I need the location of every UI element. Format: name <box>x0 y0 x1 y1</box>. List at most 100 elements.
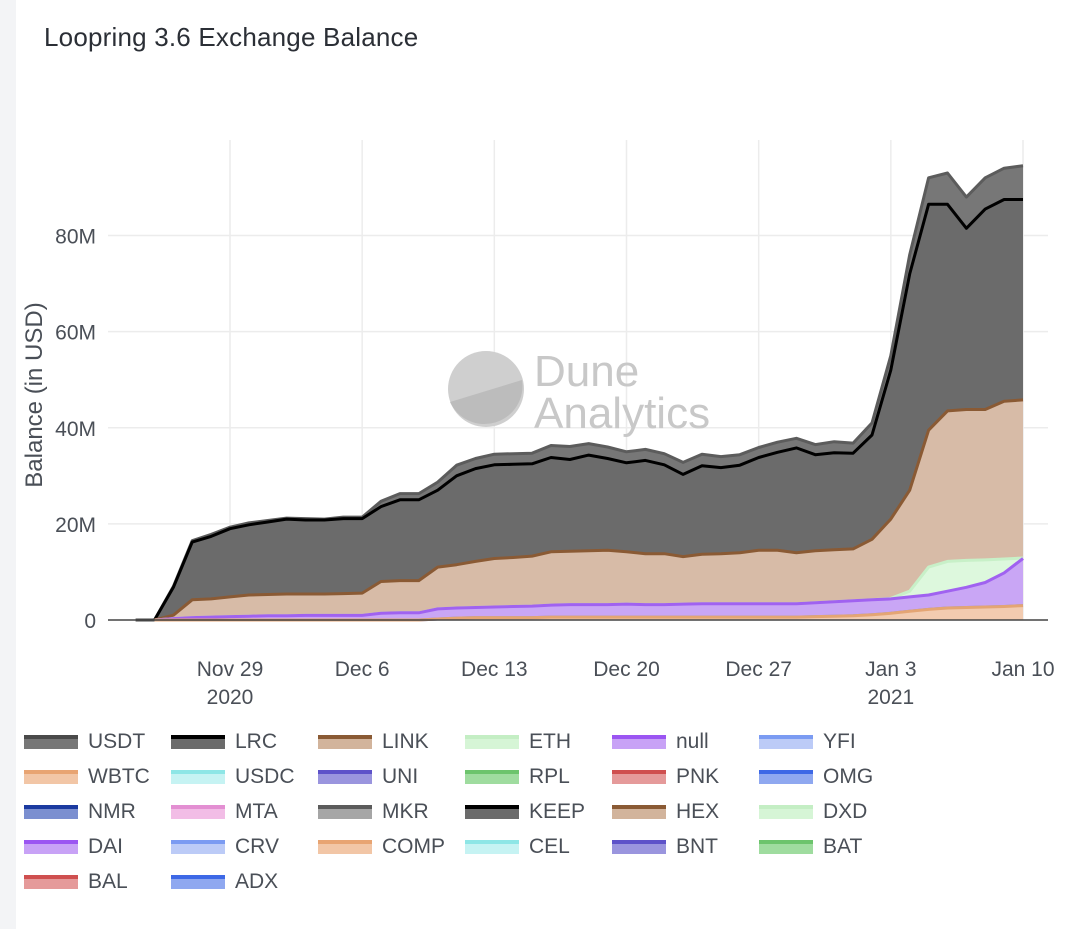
legend-label: BAL <box>88 869 128 893</box>
legend-label: USDC <box>235 764 295 788</box>
legend-item-yfi[interactable]: YFI <box>759 728 906 755</box>
chart-title: Loopring 3.6 Exchange Balance <box>44 22 419 52</box>
legend-item-usdt[interactable]: USDT <box>24 728 171 755</box>
legend-label: null <box>676 729 709 753</box>
chart-legend: USDT LRC LINK ETH null YFI WBTC USDC UNI RPL PNK OM… <box>24 728 1064 895</box>
legend-swatch <box>612 804 666 819</box>
dune-analytics-watermark: Dune Analytics <box>448 347 710 438</box>
legend-label: MKR <box>382 799 429 823</box>
legend-swatch <box>24 839 78 854</box>
legend-label: ADX <box>235 869 279 893</box>
watermark-logo-shade <box>450 380 523 425</box>
legend-swatch <box>612 839 666 854</box>
legend-item-adx[interactable]: ADX <box>171 868 318 895</box>
legend-label: USDT <box>88 729 146 753</box>
watermark-text-line1: Dune <box>534 347 639 396</box>
legend-swatch <box>171 769 225 784</box>
legend-label: COMP <box>382 834 445 858</box>
legend-swatch <box>465 804 519 819</box>
legend-item-lrc[interactable]: LRC <box>171 728 318 755</box>
legend-swatch <box>465 839 519 854</box>
x-tick-sublabel: 2020 <box>207 686 254 709</box>
legend-item-link[interactable]: LINK <box>318 728 465 755</box>
legend-swatch <box>759 839 813 854</box>
line-null <box>154 557 1024 622</box>
x-tick-label: Dec 6 <box>335 658 390 681</box>
legend-item-bal[interactable]: BAL <box>24 868 171 895</box>
legend-item-bat[interactable]: BAT <box>759 833 906 860</box>
legend-item-bnt[interactable]: BNT <box>612 833 759 860</box>
area-link <box>154 399 1023 620</box>
legend-label: DAI <box>88 834 124 858</box>
legend-item-mkr[interactable]: MKR <box>318 798 465 825</box>
y-tick-label: 0 <box>84 610 96 633</box>
legend-item-uni[interactable]: UNI <box>318 763 465 790</box>
legend-swatch <box>24 734 78 749</box>
legend-label: LRC <box>235 729 278 753</box>
legend-swatch <box>612 734 666 749</box>
legend-label: YFI <box>823 729 856 753</box>
legend-label: HEX <box>676 799 720 823</box>
legend-label: KEEP <box>529 799 586 823</box>
x-tick-label: Dec 20 <box>593 658 660 681</box>
legend-label: BNT <box>676 834 718 858</box>
legend-item-comp[interactable]: COMP <box>318 833 465 860</box>
legend-swatch <box>759 734 813 749</box>
legend-swatch <box>759 769 813 784</box>
legend-label: ETH <box>529 729 571 753</box>
legend-item-keep[interactable]: KEEP <box>465 798 612 825</box>
legend-label: DXD <box>823 799 868 823</box>
legend-swatch <box>759 804 813 819</box>
legend-label: NMR <box>88 799 136 823</box>
legend-item-pnk[interactable]: PNK <box>612 763 759 790</box>
axes: 0 20M 40M 60M 80M Nov 29 2020 Dec 6 Dec 13 Dec 20… <box>55 226 1054 710</box>
legend-swatch <box>465 769 519 784</box>
legend-item-hex[interactable]: HEX <box>612 798 759 825</box>
legend-item-null[interactable]: null <box>612 728 759 755</box>
y-tick-label: 80M <box>55 226 96 249</box>
legend-swatch <box>171 839 225 854</box>
legend-item-nmr[interactable]: NMR <box>24 798 171 825</box>
legend-item-wbtc[interactable]: WBTC <box>24 763 171 790</box>
legend-swatch <box>24 804 78 819</box>
legend-label: CRV <box>235 834 279 858</box>
legend-label: WBTC <box>88 764 150 788</box>
legend-item-mta[interactable]: MTA <box>171 798 318 825</box>
legend-item-eth[interactable]: ETH <box>465 728 612 755</box>
area-chart: Dune Analytics 0 20M 40M 60M 80M Nov 29 2020 De… <box>21 140 1055 710</box>
legend-item-rpl[interactable]: RPL <box>465 763 612 790</box>
legend-label: OMG <box>823 764 874 788</box>
line-link <box>154 398 1024 622</box>
legend-item-dxd[interactable]: DXD <box>759 798 906 825</box>
legend-swatch <box>24 769 78 784</box>
legend-swatch <box>612 769 666 784</box>
x-tick-sublabel: 2021 <box>867 686 914 709</box>
y-tick-label: 60M <box>55 322 96 345</box>
y-tick-label: 20M <box>55 514 96 537</box>
legend-label: MTA <box>235 799 278 823</box>
legend-item-omg[interactable]: OMG <box>759 763 906 790</box>
legend-label: UNI <box>382 764 419 788</box>
legend-item-dai[interactable]: DAI <box>24 833 171 860</box>
legend-label: BAT <box>823 834 863 858</box>
legend-swatch <box>318 769 372 784</box>
x-tick-label: Jan 10 <box>991 658 1054 681</box>
y-tick-label: 40M <box>55 418 96 441</box>
legend-swatch <box>171 874 225 889</box>
legend-swatch <box>24 874 78 889</box>
y-axis-label: Balance (in USD) <box>21 302 48 487</box>
watermark-text-line2: Analytics <box>534 389 710 438</box>
legend-item-cel[interactable]: CEL <box>465 833 612 860</box>
legend-label: RPL <box>529 764 570 788</box>
legend-swatch <box>318 804 372 819</box>
legend-swatch <box>465 734 519 749</box>
x-tick-label: Dec 27 <box>725 658 792 681</box>
legend-swatch <box>318 839 372 854</box>
legend-item-crv[interactable]: CRV <box>171 833 318 860</box>
legend-swatch <box>171 734 225 749</box>
line-lrc <box>153 198 1023 621</box>
legend-label: CEL <box>529 834 570 858</box>
legend-item-usdc[interactable]: USDC <box>171 763 318 790</box>
area-lrc <box>154 199 1023 620</box>
x-tick-label: Dec 13 <box>461 658 528 681</box>
